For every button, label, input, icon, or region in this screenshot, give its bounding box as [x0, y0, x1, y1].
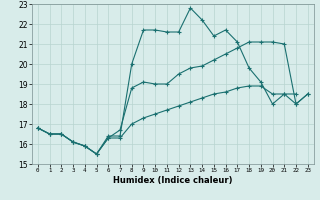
X-axis label: Humidex (Indice chaleur): Humidex (Indice chaleur)	[113, 176, 233, 185]
